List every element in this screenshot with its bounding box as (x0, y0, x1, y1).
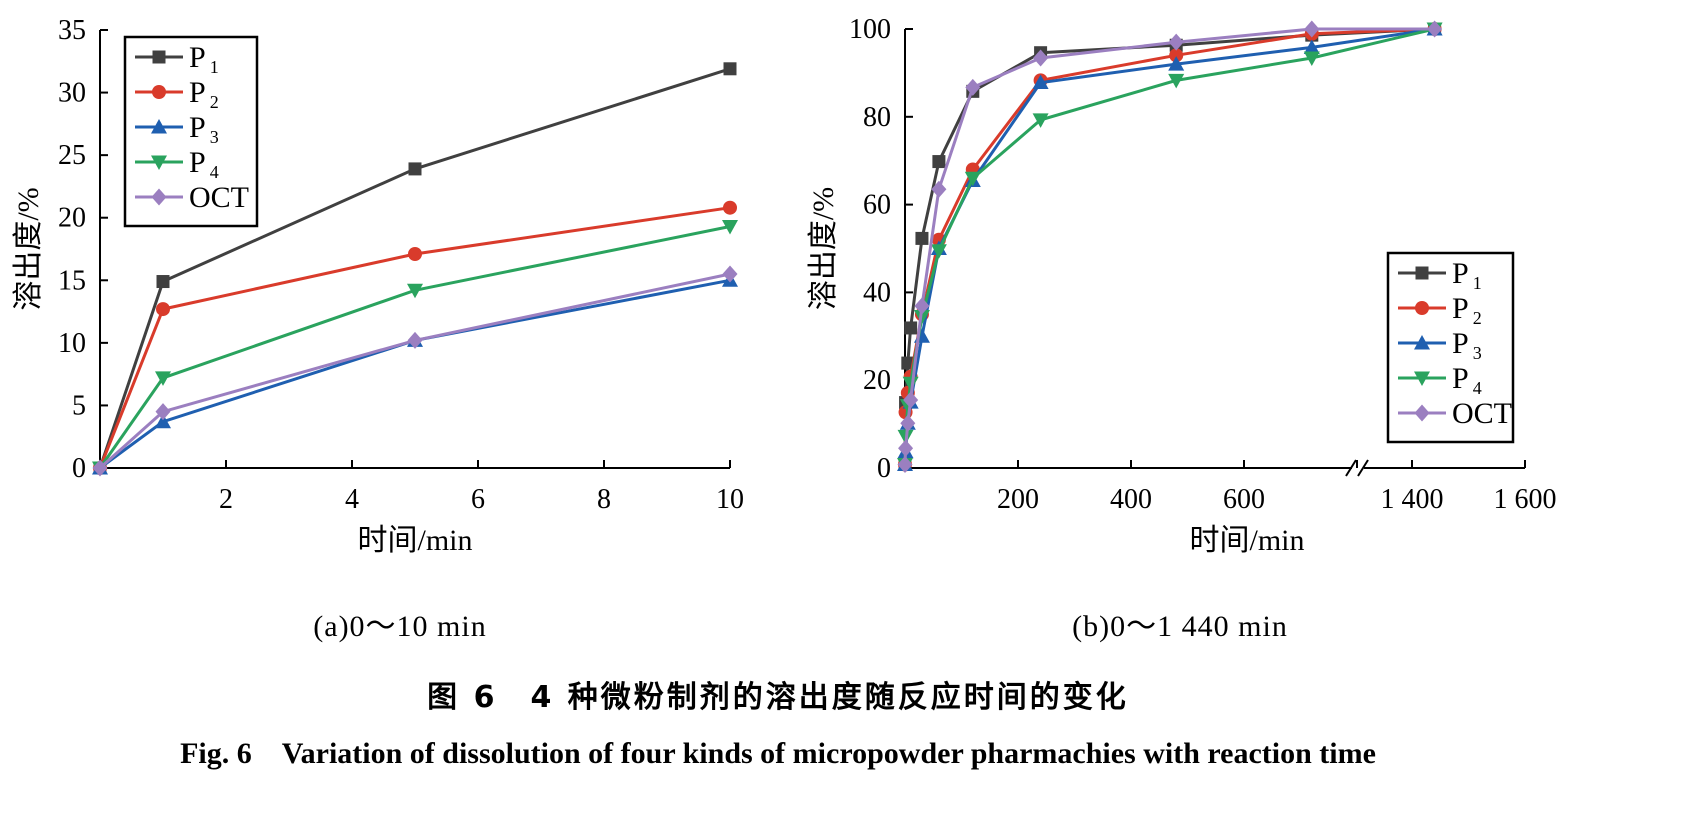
series-line-p2 (903, 27, 1435, 465)
data-point-p4 (155, 371, 171, 386)
figure-caption-en: Fig. 6 Variation of dissolution of four … (180, 737, 1376, 770)
x-tick-label: 4 (345, 484, 359, 515)
data-point-p4 (407, 283, 423, 299)
legend-marker-p2 (152, 85, 166, 99)
legend-marker-p1 (152, 50, 166, 64)
data-point-p1 (932, 155, 946, 169)
y-tick-label: 80 (863, 102, 891, 133)
data-point-p4 (902, 376, 919, 392)
y-tick-label: 15 (58, 265, 86, 296)
data-point-p2 (1169, 48, 1184, 63)
x-tick-label: 1 400 (1381, 484, 1444, 515)
x-tick-label: 400 (1110, 484, 1152, 515)
data-point-oct (965, 78, 981, 96)
x-tick-label: 6 (471, 484, 485, 515)
y-tick-label: 100 (849, 14, 891, 45)
data-point-p1 (408, 162, 422, 176)
y-axis-title: 溶出度/% (12, 187, 45, 310)
x-tick-label: 10 (716, 484, 744, 515)
legend-label-oct: OCT (1452, 397, 1512, 430)
y-tick-label: 30 (58, 78, 86, 109)
series-line-oct (99, 272, 731, 470)
legend-marker-oct (1414, 404, 1430, 422)
data-point-oct (1168, 33, 1184, 51)
series-line-p1 (98, 67, 731, 469)
y-tick-label: 25 (58, 140, 86, 171)
series-line-p3 (99, 278, 731, 470)
data-point-p4 (722, 219, 738, 235)
subcaption-a: (a)0～10 min (313, 610, 486, 643)
data-point-oct (1304, 20, 1320, 38)
data-point-oct (898, 439, 914, 457)
axis-break-mark (1345, 459, 1369, 477)
subcaption-b: (b)0～1 440 min (1072, 610, 1288, 643)
y-tick-label: 20 (863, 365, 891, 396)
x-tick-label: 200 (997, 484, 1039, 515)
series-line-p1 (903, 27, 1435, 465)
legend-marker-p1 (1415, 266, 1429, 280)
y-axis-title: 溶出度/% (807, 187, 840, 310)
data-point-p2 (408, 247, 422, 262)
legend-marker-p4 (151, 155, 167, 170)
data-point-p1 (904, 321, 918, 335)
data-point-p2 (723, 200, 737, 215)
x-axis-title: 时间/min (357, 524, 472, 557)
series-line-oct (903, 27, 1435, 465)
series-line-p2 (98, 206, 731, 469)
data-point-oct (900, 414, 916, 432)
data-point-p4 (1032, 113, 1049, 128)
data-point-p2 (156, 302, 170, 317)
legend-marker-p3 (151, 119, 167, 134)
legend-label-oct: OCT (189, 181, 249, 214)
data-point-oct (914, 297, 930, 315)
y-tick-label: 35 (58, 15, 86, 46)
x-axis-title: 时间/min (1189, 524, 1304, 557)
y-tick-label: 10 (58, 328, 86, 359)
data-point-oct (897, 455, 913, 473)
y-tick-label: 20 (58, 203, 86, 234)
data-point-p4 (1303, 51, 1320, 66)
series-line-p4 (98, 225, 731, 469)
data-point-p4 (1168, 73, 1185, 89)
legend-marker-oct (151, 188, 167, 206)
series-line-p4 (903, 27, 1435, 465)
figure-caption-cn: 图 6 4 种微粉制剂的溶出度随反应时间的变化 (427, 680, 1129, 715)
data-point-p4 (964, 171, 981, 187)
data-point-p3 (155, 413, 171, 429)
y-tick-label: 0 (72, 453, 86, 484)
data-point-p3 (1168, 56, 1185, 71)
data-point-p1 (915, 231, 929, 245)
legend-marker-p2 (1415, 301, 1429, 315)
legend-marker-p4 (1414, 371, 1430, 386)
y-tick-label: 60 (863, 190, 891, 221)
y-tick-label: 5 (72, 390, 86, 421)
x-tick-label: 1 600 (1494, 484, 1557, 515)
y-tick-label: 40 (863, 277, 891, 308)
data-point-oct (931, 180, 947, 198)
x-tick-label: 2 (219, 484, 233, 515)
series-line-p3 (903, 27, 1435, 465)
x-tick-label: 600 (1223, 484, 1265, 515)
legend-marker-p3 (1414, 335, 1430, 350)
data-point-oct (407, 331, 423, 349)
data-point-oct (155, 403, 171, 421)
y-tick-label: 0 (877, 453, 891, 484)
data-point-oct (92, 459, 108, 477)
legend-box (123, 35, 259, 228)
data-point-p1 (156, 275, 170, 289)
data-point-p1 (723, 62, 737, 76)
chart-b: 0 20 40 60 80 100 200 400 600 1 400 1 600 时间/min 溶出度… (807, 14, 1557, 557)
data-point-oct (1033, 49, 1049, 67)
data-point-p3 (1032, 74, 1049, 90)
data-point-p4 (930, 244, 947, 259)
data-point-oct (1427, 20, 1443, 38)
x-tick-label: 8 (597, 484, 611, 515)
data-point-oct (722, 265, 738, 283)
legend-box (1386, 251, 1515, 444)
data-point-p3 (1303, 39, 1320, 54)
data-point-oct (903, 391, 919, 409)
